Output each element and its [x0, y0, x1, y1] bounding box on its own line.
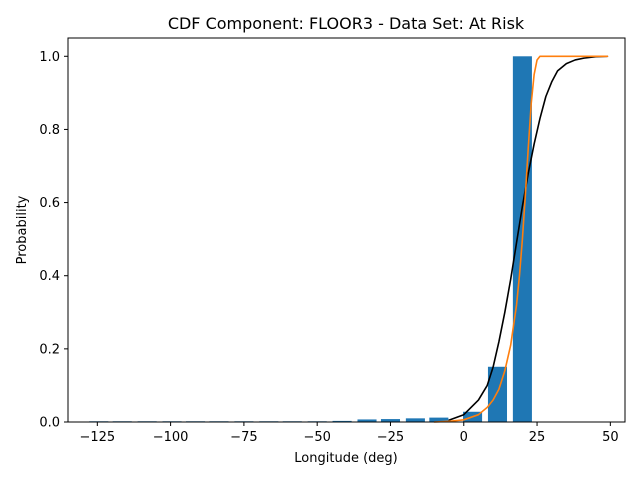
bar	[357, 419, 377, 422]
x-tick-label: −75	[230, 430, 257, 445]
lines-layer	[433, 55, 609, 423]
y-axis-title: Probability	[15, 195, 30, 264]
x-tick-label: 50	[602, 430, 619, 445]
x-tick-label: −50	[303, 430, 330, 445]
chart-title: CDF Component: FLOOR3 - Data Set: At Ris…	[168, 14, 525, 33]
cdf-line-2	[433, 55, 609, 423]
bar	[429, 417, 449, 422]
x-tick-label: −25	[377, 430, 404, 445]
x-axis-title: Longitude (deg)	[294, 451, 397, 466]
y-tick-label: 0.8	[39, 123, 60, 138]
bar	[380, 419, 401, 422]
y-tick-label: 0.6	[39, 196, 60, 211]
x-tick-label: 0	[460, 430, 468, 445]
x-axis: −125 −100 −75 −50 −25 0 25 50	[79, 422, 619, 445]
y-tick-label: 0.0	[39, 416, 60, 431]
cdf-line-1	[448, 55, 609, 421]
y-tick-label: 0.2	[39, 342, 60, 357]
x-tick-label: −100	[153, 430, 189, 445]
x-tick-label: 25	[529, 430, 546, 445]
bars-layer	[89, 56, 532, 423]
x-tick-label: −125	[79, 430, 115, 445]
bar	[405, 418, 425, 422]
y-tick-label: 0.4	[39, 269, 60, 284]
plot-frame	[67, 37, 626, 423]
bar	[332, 420, 352, 422]
y-tick-label: 1.0	[39, 50, 60, 65]
y-axis: 0.0 0.2 0.4 0.6 0.8 1.0	[39, 50, 68, 431]
